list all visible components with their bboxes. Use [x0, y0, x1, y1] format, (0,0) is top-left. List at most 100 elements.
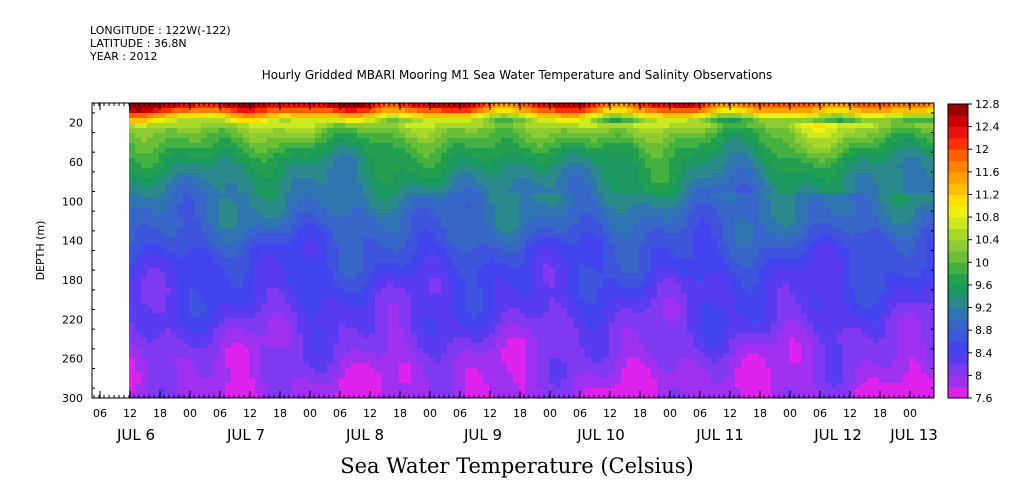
heatmap-cell: [483, 393, 489, 399]
heatmap-cell: [633, 178, 639, 184]
heatmap-cell: [525, 338, 531, 344]
heatmap-cell: [183, 203, 189, 209]
heatmap-cell: [177, 228, 183, 234]
heatmap-cell: [429, 373, 435, 379]
heatmap-cell: [339, 233, 345, 239]
heatmap-cell: [405, 233, 411, 239]
heatmap-cell: [627, 198, 633, 204]
heatmap-cell: [261, 133, 267, 139]
heatmap-cell: [309, 193, 315, 199]
heatmap-cell: [171, 153, 177, 159]
heatmap-cell: [321, 293, 327, 299]
heatmap-cell: [243, 283, 249, 289]
heatmap-cell: [213, 283, 219, 289]
heatmap-cell: [369, 298, 375, 304]
heatmap-cell: [249, 358, 255, 364]
heatmap-cell: [183, 298, 189, 304]
heatmap-cell: [165, 368, 171, 374]
heatmap-cell: [573, 113, 579, 119]
heatmap-cell: [171, 223, 177, 229]
heatmap-cell: [357, 248, 363, 254]
heatmap-cell: [273, 238, 279, 244]
heatmap-cell: [585, 178, 591, 184]
heatmap-cell: [261, 373, 267, 379]
heatmap-cell: [429, 368, 435, 374]
heatmap-cell: [483, 188, 489, 194]
heatmap-cell: [357, 393, 363, 399]
heatmap-cell: [399, 268, 405, 274]
heatmap-cell: [495, 248, 501, 254]
heatmap-cell: [477, 378, 483, 384]
heatmap-cell: [567, 363, 573, 369]
heatmap-cell: [285, 268, 291, 274]
heatmap-cell: [279, 243, 285, 249]
heatmap-cell: [309, 148, 315, 154]
heatmap-cell: [321, 268, 327, 274]
heatmap-cell: [405, 328, 411, 334]
heatmap-cell: [147, 173, 153, 179]
heatmap-cell: [369, 183, 375, 189]
heatmap-cell: [135, 283, 141, 289]
heatmap-cell: [513, 233, 519, 239]
heatmap-cell: [531, 368, 537, 374]
heatmap-cell: [447, 233, 453, 239]
heatmap-cell: [369, 378, 375, 384]
heatmap-cell: [339, 313, 345, 319]
heatmap-cell: [177, 208, 183, 214]
heatmap-cell: [165, 153, 171, 159]
heatmap-cell: [333, 143, 339, 149]
heatmap-cell: [483, 238, 489, 244]
heatmap-cell: [177, 338, 183, 344]
heatmap-cell: [615, 383, 621, 389]
heatmap-cell: [291, 248, 297, 254]
heatmap-cell: [483, 313, 489, 319]
heatmap-cell: [339, 178, 345, 184]
heatmap-cell: [609, 248, 615, 254]
heatmap-cell: [153, 378, 159, 384]
heatmap-cell: [219, 358, 225, 364]
heatmap-cell: [357, 273, 363, 279]
heatmap-cell: [285, 118, 291, 124]
heatmap-cell: [603, 298, 609, 304]
heatmap-cell: [291, 188, 297, 194]
heatmap-cell: [519, 348, 525, 354]
heatmap-cell: [261, 128, 267, 134]
heatmap-cell: [297, 148, 303, 154]
heatmap-cell: [495, 193, 501, 199]
heatmap-cell: [315, 358, 321, 364]
heatmap-cell: [237, 338, 243, 344]
heatmap-cell: [411, 218, 417, 224]
heatmap-cell: [273, 313, 279, 319]
heatmap-cell: [585, 333, 591, 339]
heatmap-cell: [309, 278, 315, 284]
heatmap-cell: [135, 103, 141, 109]
heatmap-cell: [537, 173, 543, 179]
heatmap-cell: [129, 208, 135, 214]
heatmap-cell: [369, 218, 375, 224]
heatmap-cell: [561, 368, 567, 374]
heatmap-cell: [327, 118, 333, 124]
heatmap-cell: [579, 393, 585, 399]
heatmap-cell: [525, 253, 531, 259]
heatmap-cell: [381, 218, 387, 224]
heatmap-cell: [555, 263, 561, 269]
heatmap-cell: [249, 388, 255, 394]
heatmap-cell: [291, 318, 297, 324]
heatmap-cell: [465, 248, 471, 254]
heatmap-cell: [459, 193, 465, 199]
heatmap-cell: [603, 353, 609, 359]
heatmap-cell: [303, 138, 309, 144]
heatmap-cell: [225, 233, 231, 239]
heatmap-cell: [381, 148, 387, 154]
heatmap-cell: [453, 173, 459, 179]
heatmap-cell: [315, 288, 321, 294]
heatmap-cell: [405, 308, 411, 314]
heatmap-cell: [279, 343, 285, 349]
heatmap-cell: [363, 178, 369, 184]
heatmap-cell: [177, 178, 183, 184]
heatmap-cell: [273, 118, 279, 124]
heatmap-cell: [573, 353, 579, 359]
heatmap-cell: [237, 193, 243, 199]
heatmap-cell: [189, 218, 195, 224]
heatmap-cell: [381, 313, 387, 319]
